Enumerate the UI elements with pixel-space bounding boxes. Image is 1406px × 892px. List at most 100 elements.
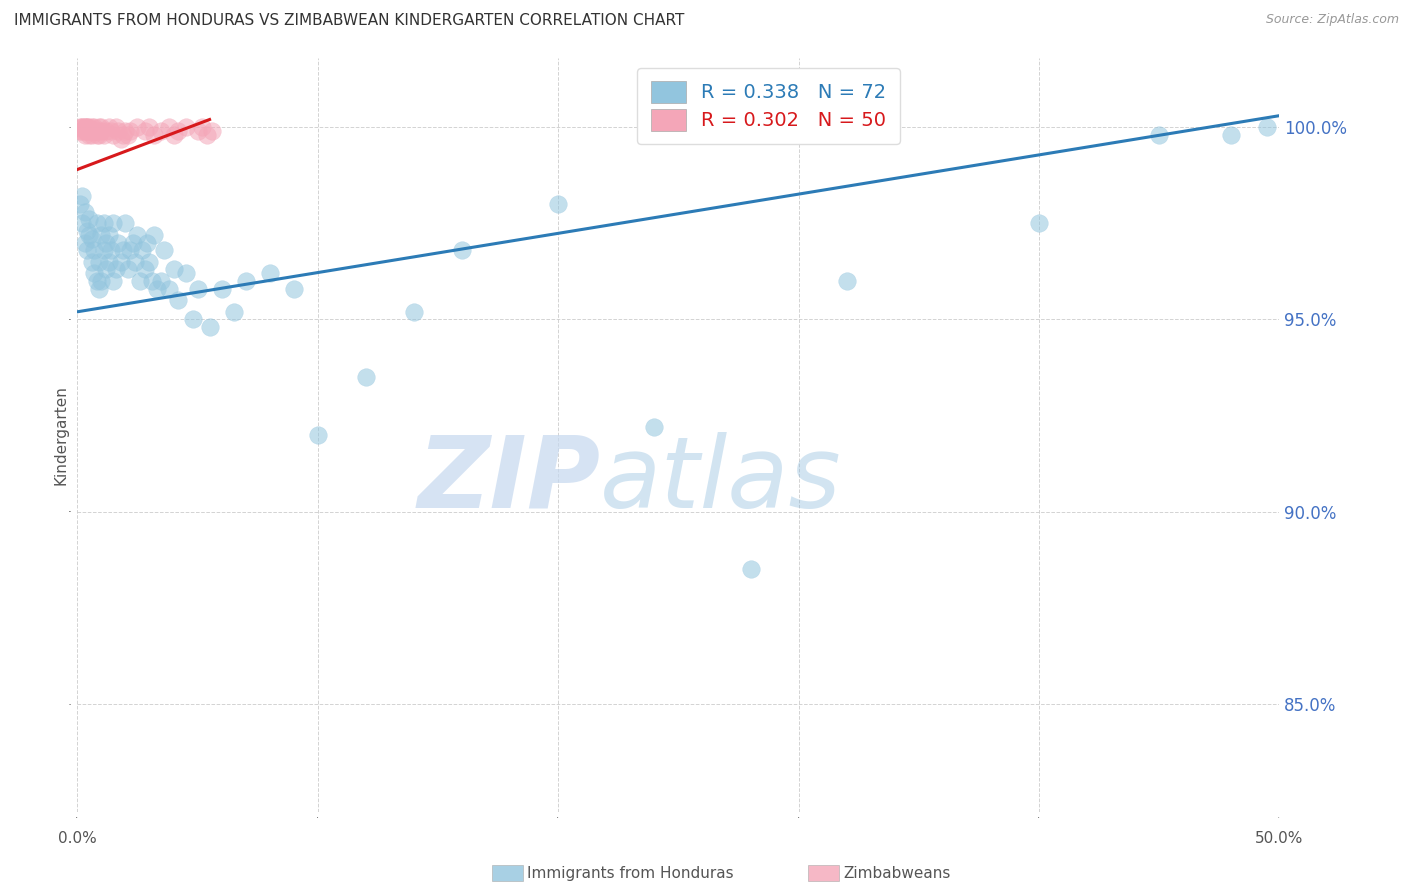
Point (354, 370, 377, 384)
Point (1256, 120, 1278, 135)
Point (1028, 216, 1050, 230)
Point (83, 124, 105, 138)
Point (138, 120, 160, 135)
Point (134, 262, 156, 277)
Point (143, 128, 166, 142)
Point (90, 120, 112, 135)
Text: Zimbabweans: Zimbabweans (844, 866, 950, 880)
Point (162, 262, 184, 277)
Point (157, 282, 180, 296)
Point (136, 235, 159, 250)
Text: atlas: atlas (600, 432, 842, 529)
Point (451, 244, 474, 258)
Point (1220, 128, 1243, 142)
Y-axis label: Kindergarten: Kindergarten (53, 385, 69, 484)
Point (131, 244, 153, 258)
Point (145, 282, 167, 296)
Point (120, 244, 142, 258)
Point (195, 128, 218, 142)
Point (127, 120, 149, 135)
Point (83, 266, 105, 280)
Point (87, 282, 110, 296)
Point (103, 128, 125, 142)
Point (120, 124, 142, 138)
Point (157, 120, 180, 135)
Point (211, 282, 233, 296)
Point (86, 128, 108, 142)
Point (76, 120, 98, 135)
Text: 50.0%: 50.0% (1256, 831, 1303, 846)
Legend: R = 0.338   N = 72, R = 0.302   N = 50: R = 0.338 N = 72, R = 0.302 N = 50 (637, 68, 900, 145)
Text: ZIP: ZIP (418, 432, 600, 529)
Point (114, 216, 136, 230)
Point (235, 274, 257, 288)
Point (128, 274, 150, 288)
Point (87, 128, 110, 142)
Point (117, 128, 139, 142)
Point (107, 124, 129, 138)
Point (1149, 128, 1171, 142)
Point (73, 235, 96, 250)
Point (86, 124, 108, 138)
Point (83, 120, 105, 135)
Point (103, 216, 125, 230)
Point (80, 120, 103, 135)
Point (93, 244, 115, 258)
Point (143, 227, 166, 242)
Point (103, 274, 125, 288)
Text: IMMIGRANTS FROM HONDURAS VS ZIMBABWEAN KINDERGARTEN CORRELATION CHART: IMMIGRANTS FROM HONDURAS VS ZIMBABWEAN K… (14, 13, 685, 29)
Point (283, 282, 305, 296)
Point (70, 124, 93, 138)
Point (87, 120, 110, 135)
Point (643, 420, 665, 434)
Point (141, 274, 163, 288)
Point (73, 120, 96, 135)
Point (96, 124, 118, 138)
Point (198, 320, 221, 334)
Point (114, 124, 136, 138)
Point (259, 266, 281, 280)
Point (117, 262, 139, 277)
Point (96, 262, 118, 277)
Point (167, 293, 190, 308)
Point (121, 235, 143, 250)
Point (150, 124, 173, 138)
Point (90, 227, 112, 242)
Point (174, 120, 197, 135)
Point (69, 197, 91, 211)
Point (107, 235, 129, 250)
Point (70, 189, 93, 203)
Point (222, 305, 245, 319)
Point (150, 274, 173, 288)
Point (100, 124, 122, 138)
Point (80, 128, 103, 142)
Point (201, 124, 224, 138)
Point (79, 212, 101, 227)
Point (547, 197, 569, 211)
Point (69, 124, 91, 138)
Point (402, 305, 425, 319)
Point (79, 124, 101, 138)
Point (76, 120, 98, 135)
Point (174, 266, 197, 280)
Point (80, 232, 103, 246)
Point (96, 235, 118, 250)
Point (187, 282, 209, 296)
Point (110, 132, 132, 146)
Point (79, 120, 101, 135)
Point (70, 120, 93, 135)
Text: 0.0%: 0.0% (58, 831, 97, 846)
Point (73, 124, 96, 138)
Point (97, 227, 120, 242)
Point (70, 120, 93, 135)
Text: Source: ZipAtlas.com: Source: ZipAtlas.com (1265, 13, 1399, 27)
Point (73, 128, 96, 142)
Point (104, 262, 127, 277)
Point (191, 120, 214, 135)
Point (73, 120, 96, 135)
Point (90, 124, 112, 138)
Point (110, 254, 132, 268)
Point (162, 128, 184, 142)
Point (111, 128, 134, 142)
Point (93, 128, 115, 142)
